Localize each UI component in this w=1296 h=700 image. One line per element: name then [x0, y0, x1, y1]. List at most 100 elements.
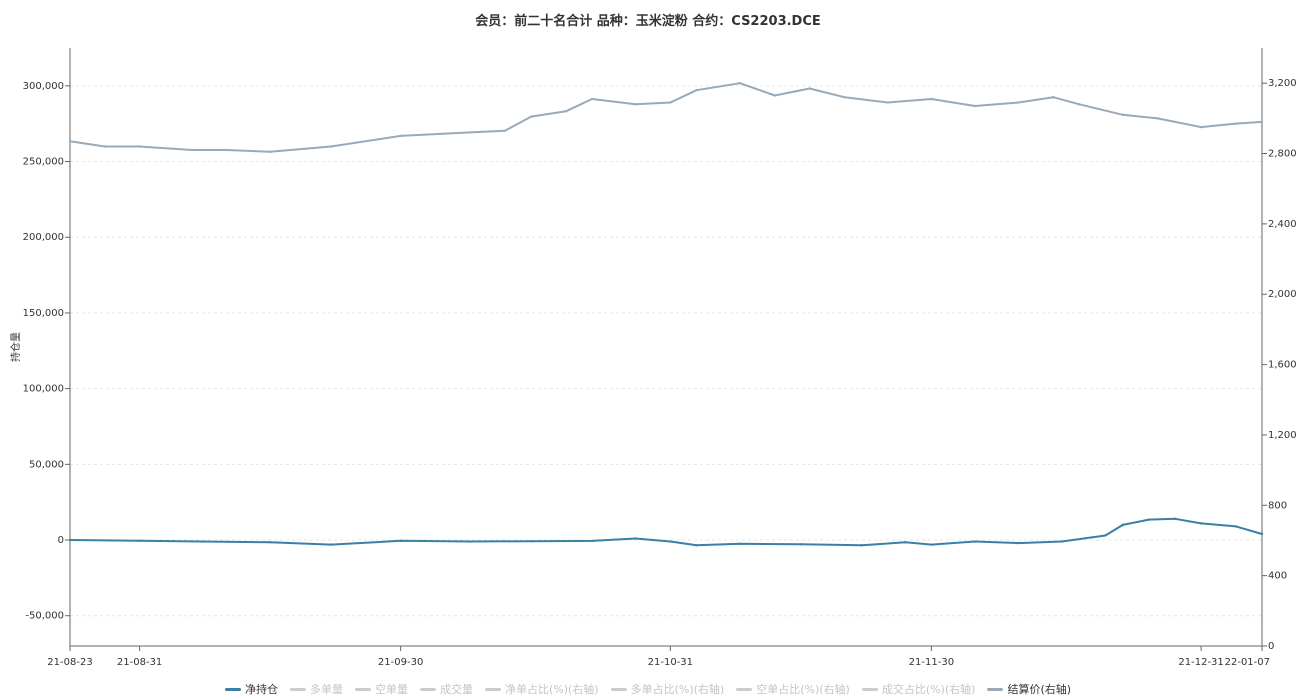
legend-item[interactable]: 净持仓 — [224, 681, 278, 697]
y-right-tick-label: 2,400 — [1268, 219, 1296, 230]
data-point-settlement-price — [808, 87, 811, 90]
y-left-tick-label: 200,000 — [23, 232, 64, 243]
x-tick-label: 22-01-07 — [1225, 657, 1270, 668]
x-tick-label: 21-12-31 — [1178, 657, 1223, 668]
legend-swatch-icon — [610, 687, 627, 691]
legend-swatch-icon — [289, 687, 306, 691]
data-point-net-position — [1104, 534, 1107, 537]
series-line-settlement-price — [69, 82, 1263, 153]
y-left-tick-label: 50,000 — [29, 459, 64, 470]
data-point-settlement-price — [930, 97, 933, 101]
series-line-net-position — [69, 517, 1263, 547]
data-point-settlement-price — [399, 134, 402, 138]
y-right-tick-label: 1,200 — [1268, 430, 1296, 441]
data-point-settlement-price — [1234, 122, 1238, 125]
legend-swatch-icon — [736, 687, 753, 691]
legend-label: 空单量 — [374, 683, 408, 696]
data-point-settlement-price — [973, 104, 977, 108]
legend-swatch-icon — [419, 687, 436, 691]
data-point-settlement-price — [225, 148, 228, 152]
data-point-settlement-price — [1051, 96, 1055, 99]
chart-title: 会员：前二十名合计 品种：玉米淀粉 合约：CS2203.DCE — [475, 14, 821, 29]
data-point-net-position — [1260, 532, 1264, 536]
data-point-settlement-price — [1199, 125, 1203, 129]
y-left-tick-label: 300,000 — [23, 81, 64, 92]
data-point-settlement-price — [138, 145, 141, 148]
x-tick-label: 21-08-31 — [117, 657, 162, 668]
legend-label: 成交量 — [439, 683, 473, 696]
data-point-settlement-price — [1078, 103, 1081, 106]
legend-label: 净单占比(%)(右轴) — [504, 683, 599, 696]
data-point-net-position — [669, 540, 672, 543]
x-tick-label: 21-08-23 — [47, 657, 92, 668]
data-point-net-position — [799, 543, 803, 546]
data-point-settlement-price — [268, 150, 272, 153]
data-point-settlement-price — [1017, 101, 1020, 104]
data-point-net-position — [695, 544, 698, 547]
legend-label: 多单量 — [309, 683, 343, 696]
data-point-net-position — [1121, 523, 1124, 527]
data-point-settlement-price — [469, 131, 472, 134]
legend-swatch-icon — [861, 687, 878, 691]
y-right-tick-label: 0 — [1268, 641, 1274, 652]
data-point-net-position — [68, 538, 72, 542]
legend-item[interactable]: 成交占比(%)(右轴) — [861, 681, 976, 697]
data-point-settlement-price — [738, 81, 742, 85]
data-point-net-position — [1234, 525, 1238, 528]
legend-label: 净持仓 — [244, 683, 278, 696]
legend: 净持仓 多单量 空单量 成交量 净单占比(%)(右轴) 多单占比(%)(右轴) 空单占比(%… — [0, 681, 1296, 697]
legend-item[interactable]: 多单占比(%)(右轴) — [610, 681, 725, 697]
y-left-tick-label: 250,000 — [23, 157, 64, 168]
legend-label: 多单占比(%)(右轴) — [630, 683, 725, 696]
legend-swatch-icon — [224, 687, 241, 691]
data-point-net-position — [1060, 540, 1064, 543]
y-axis-label: 持仓量 — [9, 332, 22, 362]
y-right-tick-label: 800 — [1268, 500, 1287, 511]
data-point-net-position — [199, 540, 202, 543]
data-point-net-position — [738, 542, 742, 546]
y-right-tick-label: 400 — [1268, 571, 1287, 582]
x-tick-label: 21-10-31 — [648, 657, 693, 668]
data-point-net-position — [1147, 518, 1151, 521]
legend-item[interactable]: 空单量 — [354, 681, 408, 697]
data-point-settlement-price — [1260, 120, 1264, 124]
x-tick-label: 21-11-30 — [909, 657, 954, 668]
y-left-tick-label: -50,000 — [25, 611, 64, 622]
data-point-net-position — [904, 541, 907, 544]
data-point-net-position — [930, 543, 933, 546]
data-point-settlement-price — [1121, 113, 1124, 117]
data-point-settlement-price — [669, 101, 672, 104]
data-point-settlement-price — [190, 148, 194, 152]
legend-swatch-icon — [484, 687, 501, 691]
data-point-net-position — [1173, 517, 1177, 521]
data-point-settlement-price — [695, 89, 698, 92]
legend-swatch-icon — [987, 687, 1004, 691]
legend-item[interactable]: 空单占比(%)(右轴) — [736, 681, 850, 697]
data-point-net-position — [1199, 522, 1203, 525]
y-right-tick-label: 3,200 — [1268, 78, 1296, 89]
data-point-settlement-price — [503, 129, 507, 132]
y-right-tick-label: 1,600 — [1268, 360, 1296, 371]
legend-item[interactable]: 成交量 — [419, 681, 473, 697]
data-point-net-position — [469, 540, 472, 543]
data-point-settlement-price — [564, 110, 568, 113]
legend-item[interactable]: 结算价(右轴) — [987, 681, 1071, 697]
data-point-net-position — [634, 537, 637, 540]
data-point-settlement-price — [886, 101, 890, 104]
data-point-settlement-price — [634, 103, 637, 106]
legend-item[interactable]: 净单占比(%)(右轴) — [484, 681, 599, 697]
data-point-settlement-price — [329, 145, 333, 148]
x-tick-label: 21-09-30 — [378, 657, 423, 668]
legend-label: 空单占比(%)(右轴) — [756, 683, 850, 696]
legend-label: 成交占比(%)(右轴) — [881, 683, 976, 696]
data-point-settlement-price — [773, 94, 776, 97]
y-left-tick-label: 100,000 — [23, 384, 64, 395]
legend-label: 结算价(右轴) — [1007, 683, 1072, 696]
y-left-tick-label: 0 — [58, 535, 64, 546]
data-point-net-position — [138, 539, 141, 542]
y-left-tick-label: 150,000 — [23, 308, 64, 319]
legend-item[interactable]: 多单量 — [289, 681, 343, 697]
y-right-tick-label: 2,800 — [1268, 149, 1296, 160]
